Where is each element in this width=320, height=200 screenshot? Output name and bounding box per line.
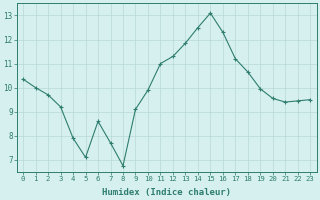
X-axis label: Humidex (Indice chaleur): Humidex (Indice chaleur) [102,188,231,197]
